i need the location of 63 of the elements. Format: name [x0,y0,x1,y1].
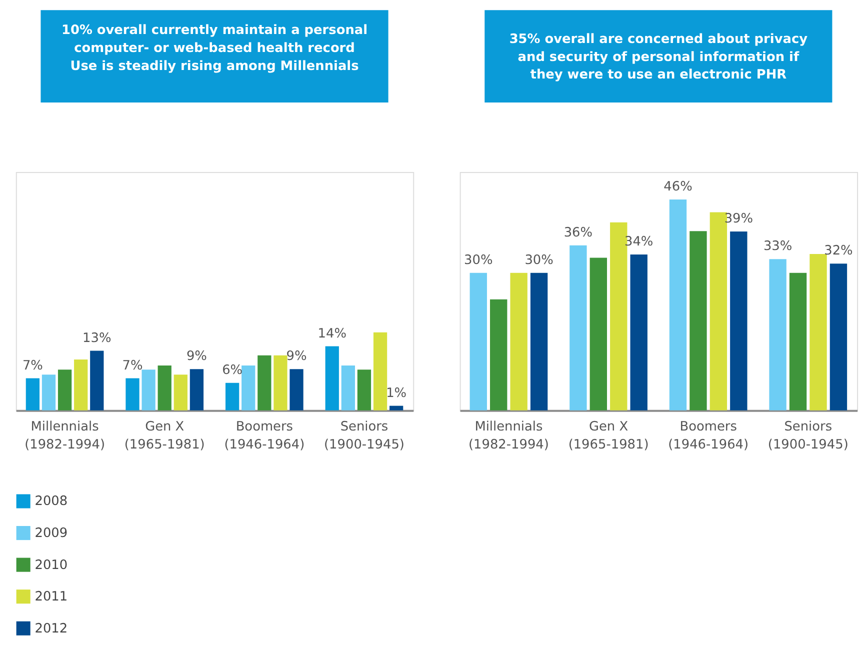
data-label: 13% [82,330,112,346]
bar [126,378,140,410]
x-tick-label: Boomers (1946-1964) [224,420,305,453]
x-tick-label: Boomers (1946-1964) [668,420,749,453]
bar [669,199,687,410]
bar [42,374,56,410]
bar [530,272,548,410]
x-tick-label: Seniors (1900-1945) [324,420,404,453]
data-label: 9% [286,349,307,364]
bar [242,365,256,410]
x-tick-label: Gen X (1965-1981) [568,420,649,453]
bar [830,264,848,410]
bar [290,369,304,410]
data-label: 46% [664,180,692,195]
data-label: 30% [464,252,493,268]
bar [690,231,707,410]
x-tick-label: Gen X (1965-1981) [124,420,205,453]
bar [258,355,272,410]
bar [190,369,204,410]
bar [74,359,88,410]
chart-title: 35% overall are concerned about privacy and security of personal information if they were to use an electronic PHR [509,32,808,83]
bar [810,254,827,410]
bar [90,350,104,410]
data-label: 32% [824,244,853,259]
legend-label: 2009 [34,526,68,542]
data-label: 7% [22,358,43,374]
bar [158,365,172,410]
data-label: 36% [564,225,593,240]
bar [490,299,508,410]
bar [769,259,786,410]
legend-label: 2011 [34,590,68,605]
data-label: 7% [122,358,143,374]
legend-label: 2010 [34,558,68,573]
bar [373,332,388,410]
bar [58,370,72,410]
bar [142,370,156,410]
data-label: 30% [524,252,554,268]
bar [274,355,288,410]
bar [510,272,528,410]
chart-title: 10% overall currently maintain a personal computer- or web-based health record Use is steadily rising among Millennials [61,23,368,74]
bar [470,272,487,410]
data-label: 14% [318,326,346,342]
bar [26,378,40,410]
data-label: 33% [763,239,792,254]
bar [730,232,748,410]
data-label: 9% [186,349,207,364]
bar [570,245,587,410]
bar [325,346,339,410]
x-tick-label: Millennials (1982-1994) [24,420,106,453]
bar [789,272,807,410]
bar [630,254,648,410]
data-label: 1% [386,386,407,401]
bar [357,370,372,410]
bar [610,222,628,410]
legend-label: 2012 [34,621,68,636]
x-tick-label: Millennials (1982-1994) [468,420,549,453]
bar [174,374,188,410]
x-tick-label: Seniors (1900-1945) [768,420,848,453]
bar [390,406,404,410]
bar [341,365,355,410]
bar [590,258,607,410]
bar [225,382,240,410]
legend-label: 2008 [34,494,68,510]
